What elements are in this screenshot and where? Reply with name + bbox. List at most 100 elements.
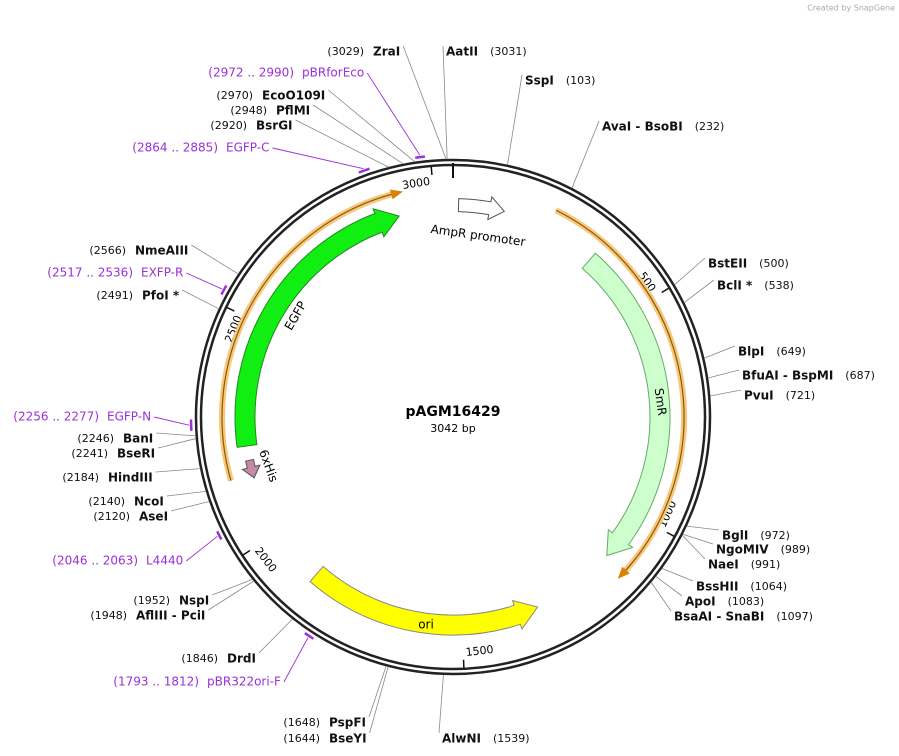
enzyme-leader <box>507 74 523 165</box>
enzyme-leader <box>170 501 210 512</box>
orf-arrow <box>389 189 404 200</box>
tick-mark <box>242 549 251 556</box>
enzyme-leader <box>674 257 706 286</box>
primer-leader <box>185 535 218 562</box>
orf-arrow <box>617 566 630 579</box>
enzyme-name: ApoI <box>685 595 716 609</box>
primer-leader <box>153 416 190 426</box>
primer-range: (2972 .. 2990) <box>208 66 294 80</box>
enzyme-leader <box>707 369 740 379</box>
feature-arrow <box>309 565 539 636</box>
enzyme-leader <box>158 438 196 449</box>
tick-mark <box>661 287 669 294</box>
orf-line <box>221 192 398 481</box>
enzyme-position: (649) <box>776 345 806 358</box>
primer-range: (2046 .. 2063) <box>52 554 138 568</box>
enzyme-leader <box>704 345 736 359</box>
enzyme-leader <box>682 533 714 545</box>
enzyme-leader <box>312 104 404 165</box>
enzyme-name: BssHII <box>696 580 738 594</box>
enzyme-position: (1083) <box>728 595 765 608</box>
tick-mark <box>666 531 675 537</box>
enzyme-name: AseI <box>139 510 168 524</box>
enzyme-name: EcoO109I <box>262 89 325 103</box>
primer-leader <box>186 272 223 290</box>
enzyme-name: BseYI <box>329 732 367 746</box>
primer-name: pBRforEco <box>302 66 364 80</box>
enzyme-position: (1644) <box>283 732 320 745</box>
enzyme-position: (1064) <box>750 580 787 593</box>
enzyme-leader <box>155 468 201 473</box>
enzyme-name: SspI <box>525 74 554 88</box>
plasmid-length: 3042 bp <box>430 422 475 435</box>
feature-arrow <box>457 195 506 221</box>
enzyme-leader <box>686 525 720 531</box>
enzyme-position: (972) <box>760 529 790 542</box>
enzyme-leader <box>655 576 683 597</box>
tick-label: 2000 <box>252 545 279 575</box>
enzyme-position: (2491) <box>96 289 133 302</box>
enzyme-leader <box>295 119 389 168</box>
enzyme-name: AflIII - PciI <box>136 609 205 623</box>
enzyme-leader <box>182 289 219 310</box>
enzyme-position: (2948) <box>230 104 267 117</box>
enzyme-position: (687) <box>845 369 875 382</box>
enzyme-position: (2920) <box>210 119 247 132</box>
enzyme-name: HindIII <box>108 471 153 485</box>
enzyme-name: NcoI <box>134 495 164 509</box>
primer-name: EXFP-R <box>141 266 183 280</box>
enzyme-position: (1952) <box>133 594 170 607</box>
enzyme-name: BclI * <box>717 279 753 293</box>
enzyme-name: NaeI <box>708 558 739 572</box>
primer-leader <box>283 637 309 683</box>
enzyme-name: BsrGI <box>256 119 293 133</box>
plasmid-name: pAGM16429 <box>406 404 501 420</box>
enzyme-name: PflMI <box>276 104 310 118</box>
enzyme-position: (2140) <box>88 495 125 508</box>
enzyme-position: (2241) <box>71 447 108 460</box>
enzyme-name: BfuAI - BspMI <box>742 369 833 383</box>
enzyme-position: (1539) <box>493 732 530 745</box>
primer-mark <box>220 284 228 296</box>
enzyme-leader <box>683 279 715 303</box>
enzyme-position: (989) <box>781 543 811 556</box>
enzyme-leader <box>571 120 600 189</box>
primer-range: (2256 .. 2277) <box>13 410 99 424</box>
primer-mark <box>304 632 315 640</box>
enzyme-leader <box>650 581 672 612</box>
enzyme-leader <box>328 89 416 163</box>
backbone-outer <box>194 158 712 676</box>
enzyme-position: (1846) <box>181 652 218 665</box>
enzyme-leader <box>166 490 206 497</box>
primer-range: (1793 .. 1812) <box>113 675 199 689</box>
enzyme-position: (721) <box>786 389 816 402</box>
enzyme-leader <box>258 618 293 654</box>
primer-range: (2864 .. 2885) <box>132 141 218 155</box>
enzyme-position: (1097) <box>776 610 813 623</box>
feature-arrow <box>234 208 400 448</box>
enzyme-position: (1948) <box>90 609 127 622</box>
primer-mark <box>358 167 370 174</box>
enzyme-leader <box>682 534 706 560</box>
orf-line <box>555 209 685 575</box>
enzyme-name: BglI <box>722 529 748 543</box>
tick-mark <box>226 306 235 312</box>
enzyme-leader <box>661 567 694 582</box>
enzyme-name: PfoI * <box>142 289 180 303</box>
feature-arrow <box>581 252 671 557</box>
enzyme-position: (232) <box>695 120 725 133</box>
enzyme-name: AvaI - BsoBI <box>602 120 683 134</box>
enzyme-leader <box>402 45 447 160</box>
primer-range: (2517 .. 2536) <box>47 266 133 280</box>
enzyme-name: BlpI <box>738 345 764 359</box>
enzyme-leader <box>438 674 444 734</box>
feature-label: ori <box>418 618 434 632</box>
enzyme-name: NmeAIII <box>135 244 188 258</box>
enzyme-position: (2970) <box>216 89 253 102</box>
enzyme-position: (2566) <box>89 244 126 257</box>
primer-leader <box>272 147 364 170</box>
feature-label: SmR <box>652 387 670 416</box>
enzyme-position: (1648) <box>283 716 320 729</box>
primer-mark <box>216 530 223 541</box>
